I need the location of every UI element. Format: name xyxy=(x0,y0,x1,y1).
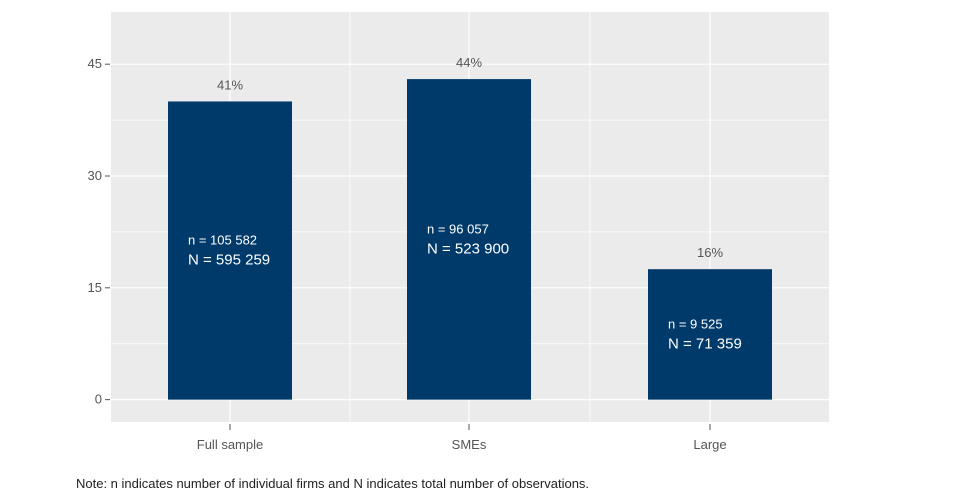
bar-firms-label: n = 9 525 xyxy=(668,316,723,331)
y-tick-label: 0 xyxy=(95,392,102,407)
y-tick-label: 30 xyxy=(88,168,102,183)
bar-observations-label: N = 71 359 xyxy=(668,335,742,352)
bar-firms-label: n = 96 057 xyxy=(427,221,489,236)
bar-large xyxy=(648,269,772,400)
bar-layer xyxy=(168,79,772,400)
axis-layer: 0 15 30 45 Full sample SMEs Large xyxy=(88,56,727,452)
y-tick-label: 15 xyxy=(88,280,102,295)
bar-chart: 0 15 30 45 Full sample SMEs Large 41% n = 105 5… xyxy=(88,12,829,452)
bar-observations-label: N = 523 900 xyxy=(427,240,509,257)
label-layer: 41% n = 105 582 N = 595 259 44% n = 96 057 N … xyxy=(188,55,742,352)
bar-observations-label: N = 595 259 xyxy=(188,252,270,269)
bar-smes xyxy=(407,79,531,400)
bar-full-sample xyxy=(168,101,292,400)
y-tick-label: 45 xyxy=(88,56,102,71)
bar-value-label: 41% xyxy=(217,77,243,92)
bar-value-label: 44% xyxy=(456,55,482,70)
x-category-label: SMEs xyxy=(452,437,487,452)
bar-firms-label: n = 105 582 xyxy=(188,233,257,248)
chart-note: Note: n indicates number of individual f… xyxy=(76,476,590,491)
x-category-label: Large xyxy=(693,437,726,452)
x-category-label: Full sample xyxy=(197,437,263,452)
bar-value-label: 16% xyxy=(697,245,723,260)
